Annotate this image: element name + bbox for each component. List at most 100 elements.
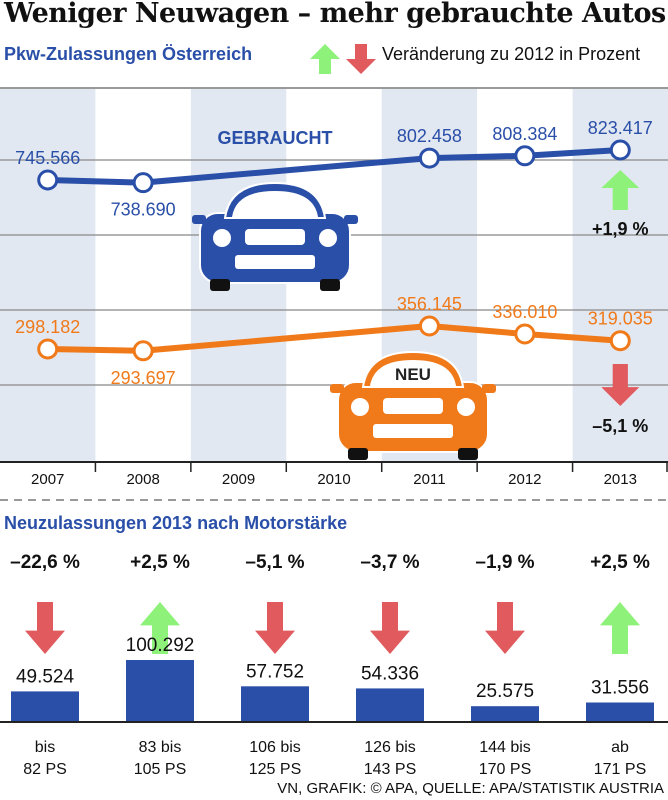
car-headlight: [213, 229, 231, 247]
data-label: 745.566: [15, 148, 80, 168]
change-label: –22,6 %: [10, 552, 80, 573]
x-tick-label: 2009: [222, 471, 255, 488]
data-label: 802.458: [397, 126, 462, 146]
car-grille: [383, 398, 443, 414]
arrow-up-icon: [140, 602, 180, 654]
arrow-up-icon: [601, 170, 640, 210]
arrow-down-icon: [255, 602, 295, 654]
bar: [356, 688, 424, 722]
legend-text: Veränderung zu 2012 in Prozent: [382, 44, 641, 64]
x-tick-label: 2010: [317, 471, 350, 488]
car-bumper: [235, 255, 315, 269]
car-mirror: [192, 215, 206, 224]
data-point: [514, 323, 536, 345]
car-wheel: [348, 448, 368, 460]
arrow-down-icon: [485, 602, 525, 654]
data-point: [609, 139, 631, 161]
data-label: 298.182: [15, 317, 80, 337]
car-bumper: [373, 424, 453, 438]
category-label: 170 PS: [479, 761, 531, 778]
car-wheel: [320, 279, 340, 291]
data-point: [514, 145, 536, 167]
car-windshield: [370, 360, 456, 386]
data-label: 100.292: [126, 635, 195, 656]
change-label: –5,1 %: [245, 552, 304, 573]
arrow-up-icon: [600, 602, 640, 654]
data-label: 808.384: [492, 124, 557, 144]
data-label: 57.752: [246, 661, 304, 682]
data-label: 823.417: [588, 118, 653, 138]
arrow-down-icon: [370, 602, 410, 654]
data-label: 336.010: [492, 302, 557, 322]
car-headlight: [457, 398, 475, 416]
car-new-icon: NEU: [330, 350, 496, 460]
data-label: 319.035: [588, 309, 653, 329]
data-point: [37, 169, 59, 191]
car-mirror: [344, 215, 358, 224]
column-band: [0, 88, 96, 462]
bar: [586, 702, 654, 722]
series-label: GEBRAUCHT: [218, 128, 333, 148]
car-grille: [245, 229, 305, 245]
car-wheel: [458, 448, 478, 460]
category-label: 144 bis: [479, 739, 531, 756]
car-used-icon: [192, 181, 358, 291]
category-label: 171 PS: [594, 761, 646, 778]
x-tick-label: 2012: [508, 471, 541, 488]
x-tick-label: 2011: [413, 471, 445, 488]
bar: [11, 691, 79, 722]
bar: [126, 660, 194, 722]
x-tick-label: 2008: [126, 471, 159, 488]
car-windshield: [232, 191, 318, 217]
change-label: +1,9 %: [592, 219, 649, 239]
line-chart-title: Pkw-Zulassungen Österreich: [4, 44, 253, 64]
change-label: –5,1 %: [592, 416, 648, 436]
car-wheel: [210, 279, 230, 291]
data-point: [609, 330, 631, 352]
data-point: [37, 338, 59, 360]
data-point: [132, 172, 154, 194]
data-point: [418, 315, 440, 337]
change-label: +2,5 %: [130, 552, 190, 573]
bar-chart-title: Neuzulassungen 2013 nach Motorstärke: [4, 513, 348, 533]
arrow-up-green-icon: [310, 44, 340, 74]
data-point: [418, 147, 440, 169]
category-label: bis: [35, 739, 55, 756]
change-label: –1,9 %: [475, 552, 534, 573]
data-point: [132, 340, 154, 362]
arrow-down-icon: [601, 364, 640, 406]
category-label: 143 PS: [364, 761, 416, 778]
page-title: Weniger Neuwagen – mehr gebrauchte Autos: [4, 0, 666, 29]
arrow-down-red-icon: [346, 44, 376, 74]
source-credit: VN, GRAFIK: © APA, QUELLE: APA/STATISTIK…: [277, 780, 664, 797]
category-label: 125 PS: [249, 761, 301, 778]
change-label: +2,5 %: [590, 552, 650, 573]
data-label: 49.524: [16, 666, 75, 687]
bar: [241, 686, 309, 722]
category-label: 126 bis: [364, 739, 416, 756]
data-label: 31.556: [591, 677, 649, 698]
data-label: 54.336: [361, 663, 419, 684]
data-label: 356.145: [397, 294, 462, 314]
category-label: 82 PS: [23, 761, 67, 778]
legend-arrows: [310, 44, 376, 74]
category-label: 83 bis: [139, 739, 182, 756]
category-label: 106 bis: [249, 739, 301, 756]
category-label: ab: [611, 739, 629, 756]
data-label: 25.575: [476, 681, 534, 702]
x-tick-label: 2007: [31, 471, 64, 488]
car-mirror: [482, 384, 496, 393]
category-label: 105 PS: [134, 761, 186, 778]
line-chart: 2007 2008 2009 2010 2011 2012 2013 NEU 745.566 73…: [0, 87, 668, 488]
bar: [471, 706, 539, 722]
data-label: 293.697: [111, 368, 176, 388]
car-mirror: [330, 384, 344, 393]
car-headlight: [319, 229, 337, 247]
arrow-down-icon: [25, 602, 65, 654]
x-tick-label: 2013: [604, 471, 637, 488]
change-label: –3,7 %: [360, 552, 419, 573]
data-label: 738.690: [111, 200, 176, 220]
car-headlight: [351, 398, 369, 416]
